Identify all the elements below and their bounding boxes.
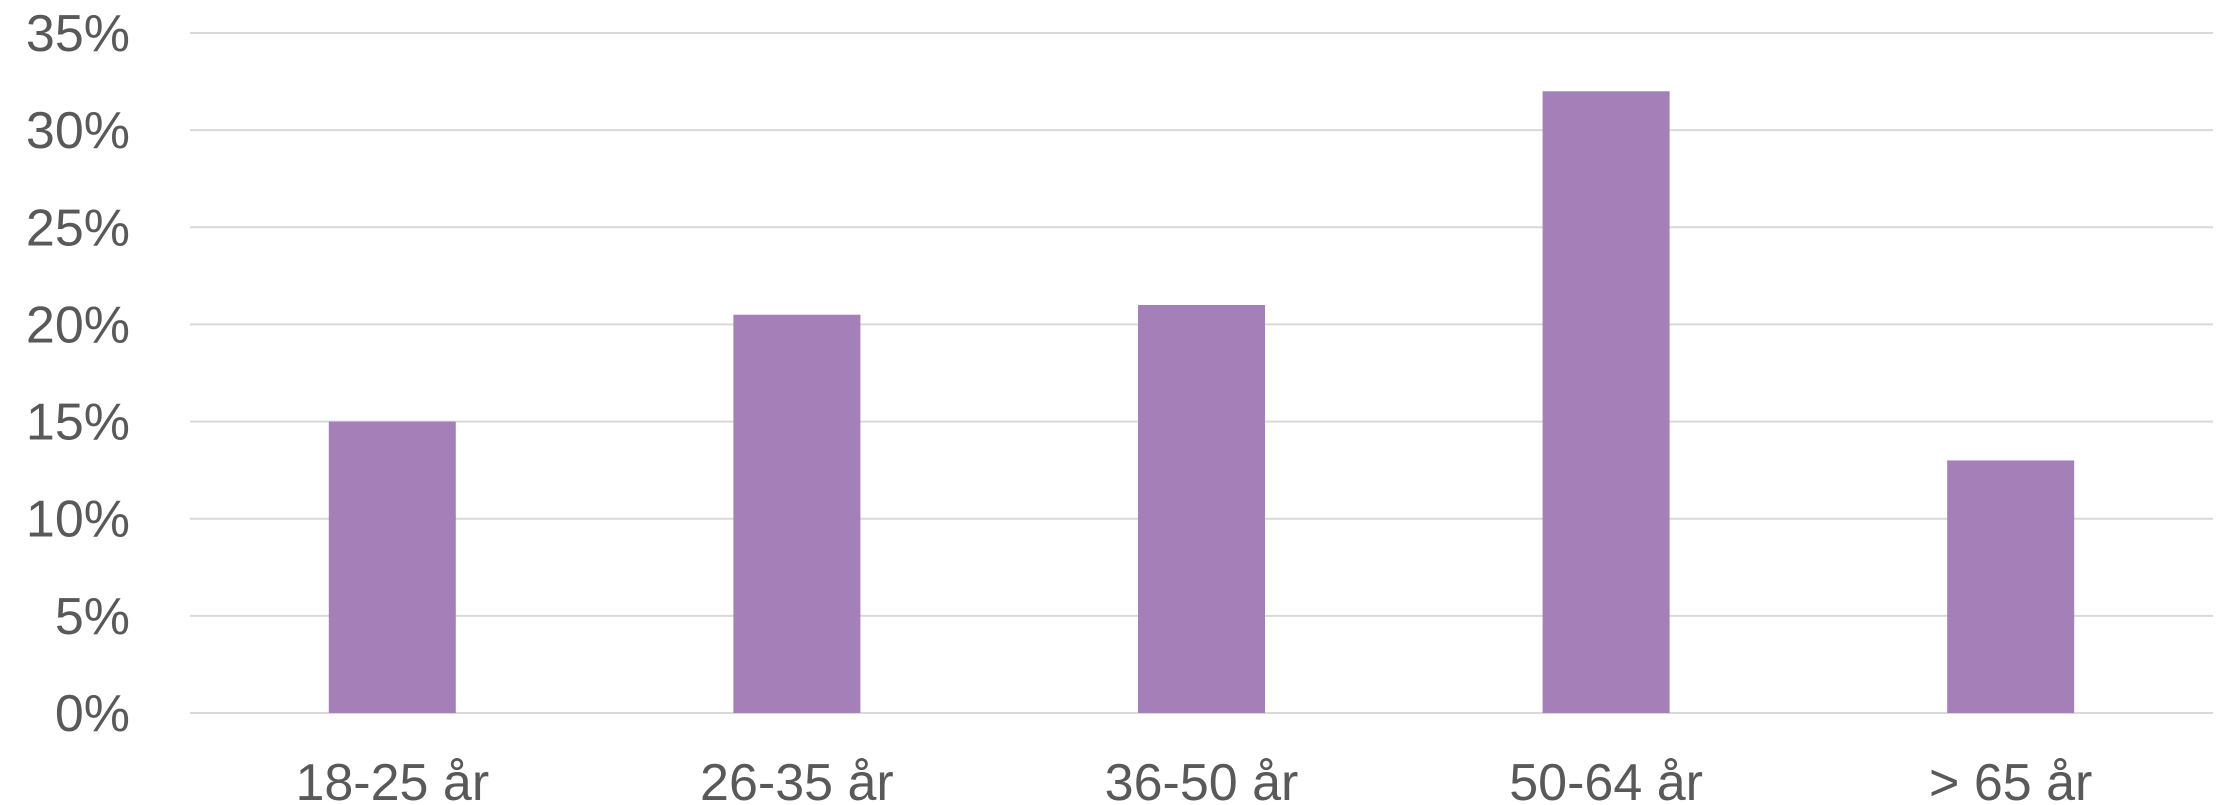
bar (328, 421, 456, 713)
bar (733, 314, 861, 713)
x-tick-label: > 65 år (1929, 754, 2092, 805)
x-tick-label: 18-25 år (295, 754, 489, 805)
x-axis: 18-25 år 26-35 år 36-50 år 50-64 år > 65 år (295, 754, 2092, 805)
bar (1542, 91, 1670, 714)
y-tick-label: 0% (55, 685, 130, 743)
y-tick-label: 35% (26, 5, 130, 63)
bar (1947, 460, 2075, 713)
y-tick-label: 15% (26, 394, 130, 452)
y-tick-label: 25% (26, 199, 130, 257)
y-tick-label: 30% (26, 102, 130, 160)
y-tick-label: 5% (55, 588, 130, 646)
y-tick-label: 10% (26, 491, 130, 549)
bars (328, 91, 2075, 714)
x-tick-label: 36-50 år (1105, 754, 1299, 805)
y-axis: 0% 5% 10% 15% 20% 25% 30% 35% (26, 5, 130, 743)
bar (1138, 305, 1265, 713)
y-tick-label: 20% (26, 296, 130, 354)
x-tick-label: 26-35 år (700, 754, 894, 805)
x-tick-label: 50-64 år (1509, 754, 1703, 805)
